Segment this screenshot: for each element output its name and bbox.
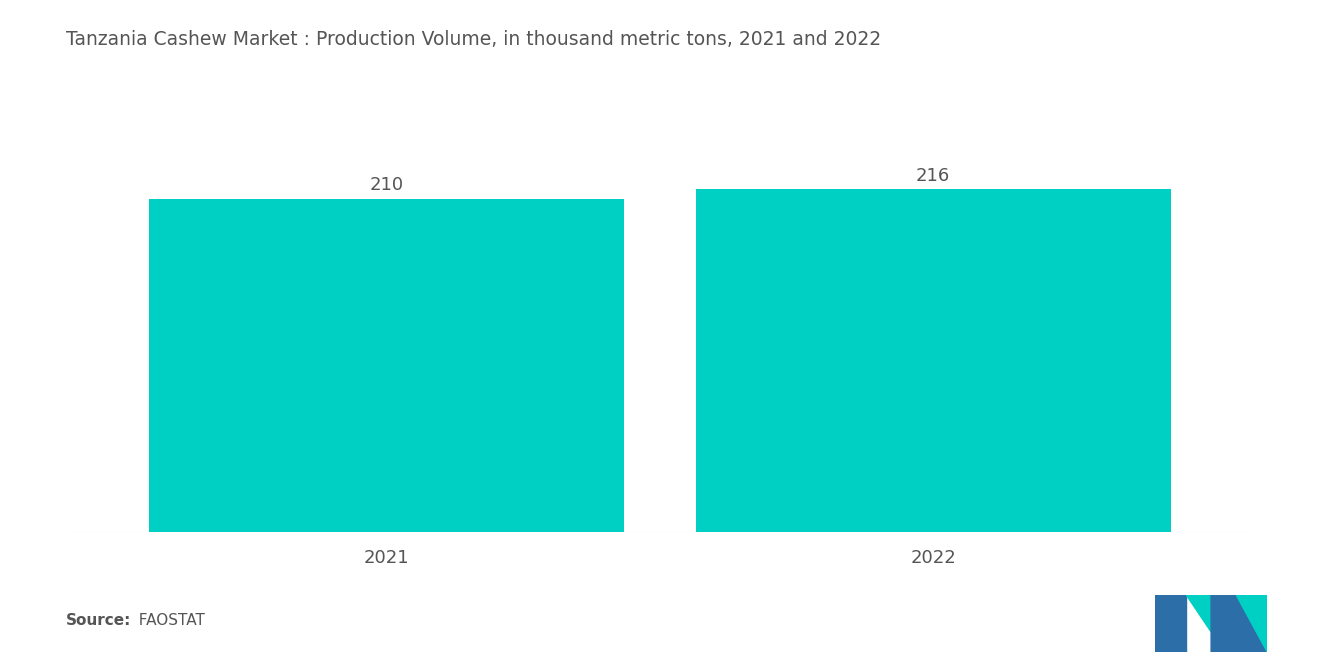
Text: Tanzania Cashew Market : Production Volume, in thousand metric tons, 2021 and 20: Tanzania Cashew Market : Production Volu…	[66, 30, 882, 49]
Text: Source:: Source:	[66, 613, 132, 628]
Bar	[149, 199, 624, 532]
Polygon shape	[1155, 595, 1187, 652]
Bar	[696, 190, 1171, 532]
Polygon shape	[1236, 595, 1267, 652]
Text: 216: 216	[916, 167, 950, 185]
Polygon shape	[1187, 595, 1212, 632]
Text: 210: 210	[370, 176, 404, 194]
Polygon shape	[1212, 595, 1267, 652]
Text: FAOSTAT: FAOSTAT	[129, 613, 205, 628]
